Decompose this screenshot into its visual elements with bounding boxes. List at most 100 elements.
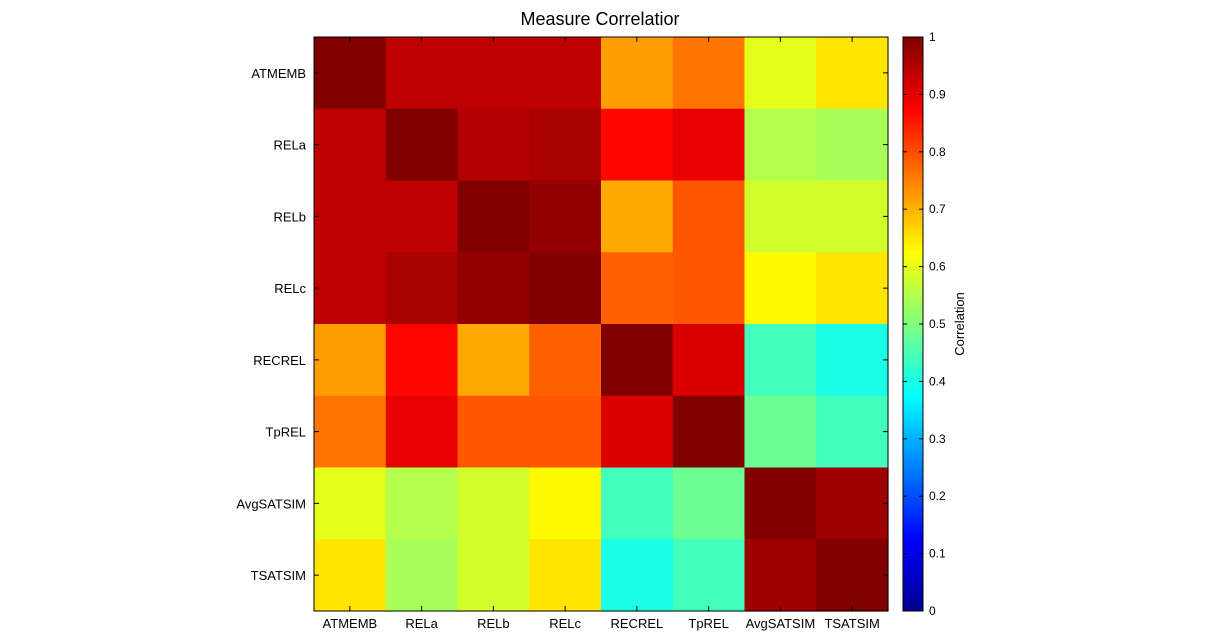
- y-tick-label: TpREL: [266, 425, 306, 440]
- heatmap-cell-RELb-RELb: [457, 180, 530, 253]
- heatmap-cell-ATMEMB-AvgSATSIM: [744, 37, 817, 110]
- heatmap-cell-TpREL-ATMEMB: [314, 395, 387, 469]
- heatmap-cell-TSATSIM-RELc: [529, 539, 602, 612]
- heatmap-cell-RELb-AvgSATSIM: [744, 180, 817, 253]
- heatmap-cell-RELc-RELc: [529, 252, 602, 325]
- heatmap-cell-RELa-TpREL: [672, 108, 746, 182]
- heatmap-cell-TSATSIM-RECREL: [601, 539, 674, 612]
- heatmap-cell-RELc-AvgSATSIM: [744, 252, 817, 325]
- colorbar-tick-label: 0.4: [929, 374, 946, 388]
- heatmap-cell-RELb-RECREL: [601, 180, 674, 253]
- heatmap-cell-RELc-RELb: [457, 252, 530, 325]
- x-tick-label: TpREL: [688, 616, 728, 631]
- heatmap-cell-RECREL-RELb: [457, 324, 530, 397]
- heatmap-cell-RECREL-RELa: [385, 324, 459, 397]
- heatmap-cell-ATMEMB-ATMEMB: [314, 37, 387, 110]
- colorbar-ticks: 0 0.1 0.2 0.3 0.4 0.5 0.6 0.7 0.8 0.9 1: [903, 30, 946, 618]
- x-tick-label: RELa: [405, 616, 438, 631]
- heatmap-cell-AvgSATSIM-RELc: [529, 467, 602, 540]
- heatmap-cell-RELb-ATMEMB: [314, 180, 387, 253]
- plot-frame: [313, 36, 889, 612]
- heatmap-cell-AvgSATSIM-RECREL: [601, 467, 674, 540]
- heatmap-cell-ATMEMB-TpREL: [672, 37, 746, 110]
- colorbar-tick-label: 0.8: [929, 145, 946, 159]
- heatmap-cell-RELa-AvgSATSIM: [744, 108, 817, 182]
- heatmap-cell-RECREL-TpREL: [672, 324, 746, 397]
- y-tick-label: TSATSIM: [251, 568, 306, 583]
- heatmap-cell-TpREL-RECREL: [601, 395, 674, 469]
- heatmap-cell-RELb-RELc: [529, 180, 602, 253]
- heatmap-cell-TpREL-RELc: [529, 395, 602, 469]
- heatmap-cell-TSATSIM-RELb: [457, 539, 530, 612]
- x-tick-label: TSATSIM: [824, 616, 879, 631]
- colorbar-tick-label: 0: [929, 604, 936, 618]
- heatmap-cell-TpREL-TpREL: [672, 395, 746, 469]
- heatmap-cell-AvgSATSIM-RELa: [385, 467, 459, 540]
- heatmap-cell-AvgSATSIM-TSATSIM: [816, 467, 889, 540]
- y-tick-labels: ATMEMB RELa RELb RELc RECREL TpREL AvgSATSIM TS…: [236, 66, 888, 583]
- heatmap-cell-AvgSATSIM-ATMEMB: [314, 467, 387, 540]
- y-tick-label: RELc: [274, 281, 306, 296]
- heatmap-cell-RELa-RELa: [385, 108, 459, 182]
- colorbar-tick-label: 1: [929, 30, 936, 44]
- heatmap-cell-RELa-TSATSIM: [816, 108, 889, 182]
- heatmap-cell-AvgSATSIM-TpREL: [672, 467, 746, 540]
- heatmap-cell-TpREL-RELb: [457, 395, 530, 469]
- heatmap-cell-AvgSATSIM-AvgSATSIM: [744, 467, 817, 540]
- heatmap-cell-RELb-TSATSIM: [816, 180, 889, 253]
- heatmap-cell-TSATSIM-RELa: [385, 539, 459, 612]
- heatmap-cell-ATMEMB-RELa: [385, 37, 459, 110]
- colorbar-tick-label: 0.6: [929, 260, 946, 274]
- heatmap-cell-RELc-RECREL: [601, 252, 674, 325]
- heatmap-cell-TpREL-AvgSATSIM: [744, 395, 817, 469]
- heatmap-cell-RECREL-RECREL: [601, 324, 674, 397]
- heatmap-cell-RELb-TpREL: [672, 180, 746, 253]
- heatmap-cell-RECREL-RELc: [529, 324, 602, 397]
- y-tick-label: ATMEMB: [251, 66, 306, 81]
- colorbar-tick-label: 0.1: [929, 547, 946, 561]
- colorbar: 0 0.1 0.2 0.3 0.4 0.5 0.6 0.7 0.8 0.9 1 Correlatio…: [902, 30, 967, 618]
- heatmap-cell-RELa-RELc: [529, 108, 602, 182]
- x-tick-label: ATMEMB: [323, 616, 378, 631]
- heatmap-cell-ATMEMB-RECREL: [601, 37, 674, 110]
- chart-title: Measure Correlatior: [520, 9, 679, 29]
- heatmap-cell-RELc-ATMEMB: [314, 252, 387, 325]
- x-tick-label: RECREL: [611, 616, 664, 631]
- heatmap-cell-RELa-ATMEMB: [314, 108, 387, 182]
- colorbar-tick-label: 0.5: [929, 317, 946, 331]
- heatmap-cell-RELb-RELa: [385, 180, 459, 253]
- y-tick-label: RELb: [273, 209, 306, 224]
- colorbar-tick-label: 0.3: [929, 432, 946, 446]
- heatmap-cell-RELa-RECREL: [601, 108, 674, 182]
- x-tick-label: AvgSATSIM: [746, 616, 816, 631]
- colorbar-tick-label: 0.2: [929, 489, 946, 503]
- heatmap-cells: [314, 37, 889, 612]
- heatmap-cell-TSATSIM-AvgSATSIM: [744, 539, 817, 612]
- heatmap-cell-ATMEMB-RELc: [529, 37, 602, 110]
- heatmap-cell-TSATSIM-TSATSIM: [816, 539, 889, 612]
- heatmap-cell-ATMEMB-TSATSIM: [816, 37, 889, 110]
- heatmap-cell-RECREL-AvgSATSIM: [744, 324, 817, 397]
- y-tick-label: RELa: [273, 138, 306, 153]
- heatmap-cell-RELc-TSATSIM: [816, 252, 889, 325]
- heatmap-cell-TSATSIM-TpREL: [672, 539, 746, 612]
- heatmap-cell-RELc-TpREL: [672, 252, 746, 325]
- colorbar-label: Correlation: [952, 292, 967, 356]
- heatmap-cell-TpREL-TSATSIM: [816, 395, 889, 469]
- heatmap-cell-TSATSIM-ATMEMB: [314, 539, 387, 612]
- y-tick-label: AvgSATSIM: [236, 496, 306, 511]
- heatmap-cell-RECREL-ATMEMB: [314, 324, 387, 397]
- heatmap-cell-TpREL-RELa: [385, 395, 459, 469]
- heatmap-cell-ATMEMB-RELb: [457, 37, 530, 110]
- heatmap-cell-AvgSATSIM-RELb: [457, 467, 530, 540]
- colorbar-tick-label: 0.7: [929, 202, 946, 216]
- heatmap-cell-RELc-RELa: [385, 252, 459, 325]
- x-tick-labels: ATMEMB RELa RELb RELc RECREL TpREL AvgSATSIM TS…: [323, 37, 880, 631]
- y-tick-label: RECREL: [253, 353, 306, 368]
- heatmap-cell-RELa-RELb: [457, 108, 530, 182]
- x-tick-label: RELb: [477, 616, 510, 631]
- colorbar-tick-label: 0.9: [929, 87, 946, 101]
- x-tick-label: RELc: [549, 616, 581, 631]
- heatmap-cell-RECREL-TSATSIM: [816, 324, 889, 397]
